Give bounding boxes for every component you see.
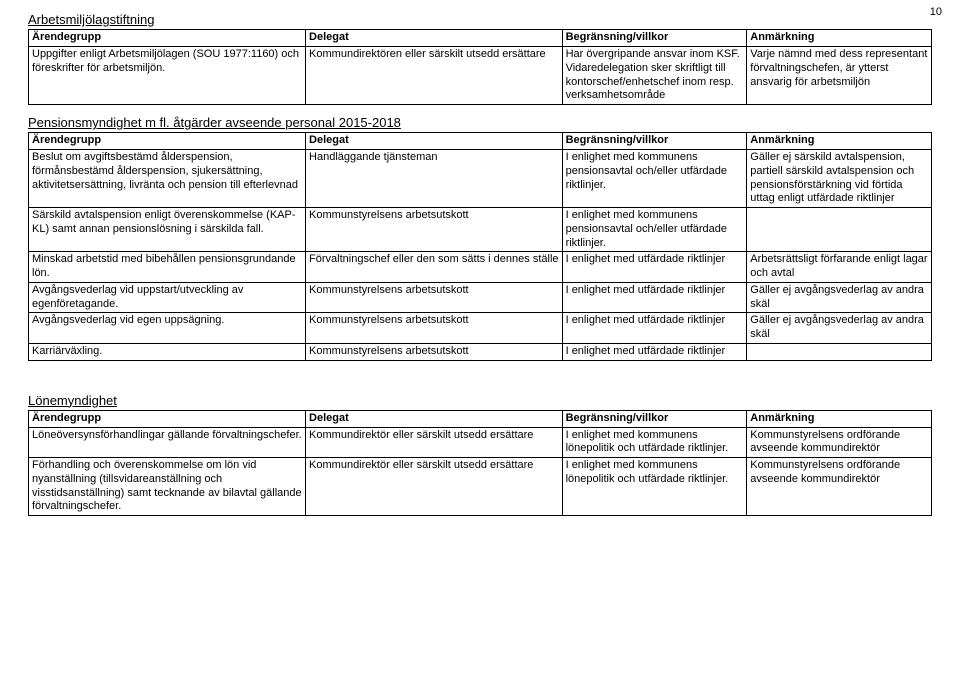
- section-title-2: Pensionsmyndighet m fl. åtgärder avseend…: [28, 115, 932, 131]
- cell: I enlighet med kommunens lönepolitik och…: [562, 427, 747, 458]
- cell: Kommundirektör eller särskilt utsedd ers…: [306, 427, 563, 458]
- cell: Varje nämnd med dess representant förval…: [747, 47, 932, 105]
- table-row: Karriärväxling. Kommunstyrelsens arbetsu…: [29, 343, 932, 360]
- col-delegat: Delegat: [306, 133, 563, 150]
- cell: Handläggande tjänsteman: [306, 150, 563, 208]
- section-title-3: Lönemyndighet: [28, 393, 932, 409]
- table-arbetsmiljo: Ärendegrupp Delegat Begränsning/villkor …: [28, 29, 932, 105]
- table-row: Uppgifter enligt Arbetsmiljölagen (SOU 1…: [29, 47, 932, 105]
- table-row: Förhandling och överenskommelse om lön v…: [29, 458, 932, 516]
- col-anmarkning: Anmärkning: [747, 30, 932, 47]
- cell: Beslut om avgiftsbestämd ålderspension, …: [29, 150, 306, 208]
- cell: Karriärväxling.: [29, 343, 306, 360]
- cell: [747, 343, 932, 360]
- cell: Kommunstyrelsens arbetsutskott: [306, 282, 563, 313]
- table-lone: Ärendegrupp Delegat Begränsning/villkor …: [28, 410, 932, 516]
- cell: Kommunstyrelsens arbetsutskott: [306, 208, 563, 252]
- cell: Kommunstyrelsens arbetsutskott: [306, 313, 563, 344]
- cell: Uppgifter enligt Arbetsmiljölagen (SOU 1…: [29, 47, 306, 105]
- cell: [747, 208, 932, 252]
- section-title-1: Arbetsmiljölagstiftning: [28, 12, 932, 28]
- table-row: Minskad arbetstid med bibehållen pension…: [29, 252, 932, 283]
- cell: Minskad arbetstid med bibehållen pension…: [29, 252, 306, 283]
- col-delegat: Delegat: [306, 30, 563, 47]
- cell: I enlighet med kommunens lönepolitik och…: [562, 458, 747, 516]
- table-row: Avgångsvederlag vid egen uppsägning. Kom…: [29, 313, 932, 344]
- cell: Kommunstyrelsens ordförande avseende kom…: [747, 458, 932, 516]
- col-anmarkning: Anmärkning: [747, 133, 932, 150]
- cell: I enlighet med utfärdade riktlinjer: [562, 343, 747, 360]
- cell: Avgångsvederlag vid egen uppsägning.: [29, 313, 306, 344]
- cell: Förvaltningschef eller den som sätts i d…: [306, 252, 563, 283]
- cell: Gäller ej särskild avtalspension, partie…: [747, 150, 932, 208]
- cell: Kommundirektören eller särskilt utsedd e…: [306, 47, 563, 105]
- cell: I enlighet med utfärdade riktlinjer: [562, 252, 747, 283]
- cell: Gäller ej avgångsvederlag av andra skäl: [747, 282, 932, 313]
- table-row: Särskild avtalspension enligt överenskom…: [29, 208, 932, 252]
- document-page: 10 Arbetsmiljölagstiftning Ärendegrupp D…: [0, 0, 960, 683]
- section-gap: [28, 371, 932, 393]
- cell: Har övergripande ansvar inom KSF. Vidare…: [562, 47, 747, 105]
- cell: Kommunstyrelsens arbetsutskott: [306, 343, 563, 360]
- cell: Löneöversynsförhandlingar gällande förva…: [29, 427, 306, 458]
- cell: Särskild avtalspension enligt överenskom…: [29, 208, 306, 252]
- cell: Avgångsvederlag vid uppstart/utveckling …: [29, 282, 306, 313]
- col-begransning: Begränsning/villkor: [562, 410, 747, 427]
- cell: I enlighet med utfärdade riktlinjer: [562, 313, 747, 344]
- page-number: 10: [930, 6, 942, 20]
- table-header-row: Ärendegrupp Delegat Begränsning/villkor …: [29, 133, 932, 150]
- cell: Arbetsrättsligt förfarande enligt lagar …: [747, 252, 932, 283]
- cell: I enlighet med kommunens pensionsavtal o…: [562, 150, 747, 208]
- col-begransning: Begränsning/villkor: [562, 133, 747, 150]
- table-row: Löneöversynsförhandlingar gällande förva…: [29, 427, 932, 458]
- cell: I enlighet med kommunens pensionsavtal o…: [562, 208, 747, 252]
- col-anmarkning: Anmärkning: [747, 410, 932, 427]
- table-row: Beslut om avgiftsbestämd ålderspension, …: [29, 150, 932, 208]
- cell: Gäller ej avgångsvederlag av andra skäl: [747, 313, 932, 344]
- col-arendegrupp: Ärendegrupp: [29, 410, 306, 427]
- table-header-row: Ärendegrupp Delegat Begränsning/villkor …: [29, 410, 932, 427]
- table-pension: Ärendegrupp Delegat Begränsning/villkor …: [28, 132, 932, 360]
- col-arendegrupp: Ärendegrupp: [29, 30, 306, 47]
- cell: Kommundirektör eller särskilt utsedd ers…: [306, 458, 563, 516]
- col-arendegrupp: Ärendegrupp: [29, 133, 306, 150]
- table-header-row: Ärendegrupp Delegat Begränsning/villkor …: [29, 30, 932, 47]
- table-row: Avgångsvederlag vid uppstart/utveckling …: [29, 282, 932, 313]
- cell: Kommunstyrelsens ordförande avseende kom…: [747, 427, 932, 458]
- cell: I enlighet med utfärdade riktlinjer: [562, 282, 747, 313]
- col-begransning: Begränsning/villkor: [562, 30, 747, 47]
- cell: Förhandling och överenskommelse om lön v…: [29, 458, 306, 516]
- col-delegat: Delegat: [306, 410, 563, 427]
